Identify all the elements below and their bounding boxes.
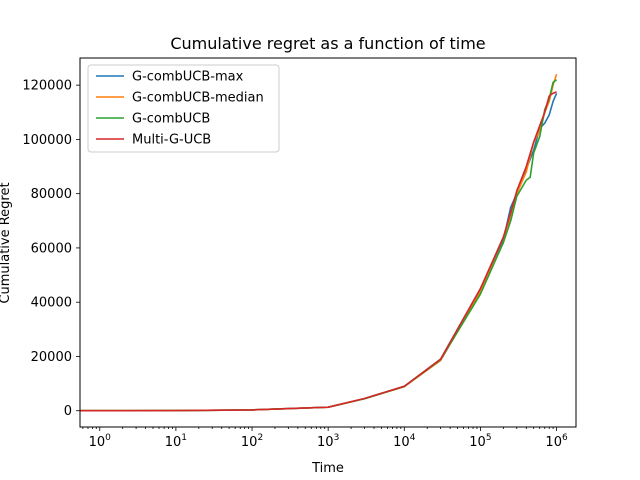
x-tick-label: 101: [165, 433, 187, 450]
series-layer: [80, 74, 558, 412]
y-tick-label: 100000: [22, 133, 72, 148]
legend: G-combUCB-max G-combUCB-median G-combUCB Mu…: [87, 64, 280, 153]
series-line-4: [80, 91, 557, 412]
y-tick-label: 80000: [31, 187, 72, 202]
legend-entry: G-combUCB: [132, 112, 210, 127]
y-tick-label: 40000: [31, 296, 72, 311]
legend-entry: G-combUCB-max: [132, 70, 244, 85]
x-tick-label: 106: [545, 433, 568, 450]
legend-entry: G-combUCB-median: [132, 91, 264, 106]
x-tick-label: 102: [241, 433, 263, 450]
chart-title: Cumulative regret as a function of time: [170, 34, 485, 53]
x-tick-label: 100: [89, 433, 112, 450]
legend-entry: Multi-G-UCB: [132, 133, 211, 148]
x-tick-label: 104: [393, 433, 416, 450]
y-axis-ticks: 0 20000 40000 60000 80000 100000 120000: [22, 79, 80, 419]
y-tick-label: 120000: [22, 79, 72, 94]
y-tick-label: 60000: [31, 241, 72, 256]
x-tick-label: 103: [317, 433, 339, 450]
y-axis-label: Cumulative Regret: [0, 182, 13, 303]
x-tick-label: 105: [469, 433, 491, 450]
y-tick-label: 0: [64, 404, 72, 419]
y-tick-label: 20000: [31, 350, 72, 365]
x-axis-ticks: 100 101 102 103 104 105 106: [82, 427, 568, 450]
x-axis-label: Time: [311, 461, 344, 476]
legend-box: [87, 64, 280, 153]
